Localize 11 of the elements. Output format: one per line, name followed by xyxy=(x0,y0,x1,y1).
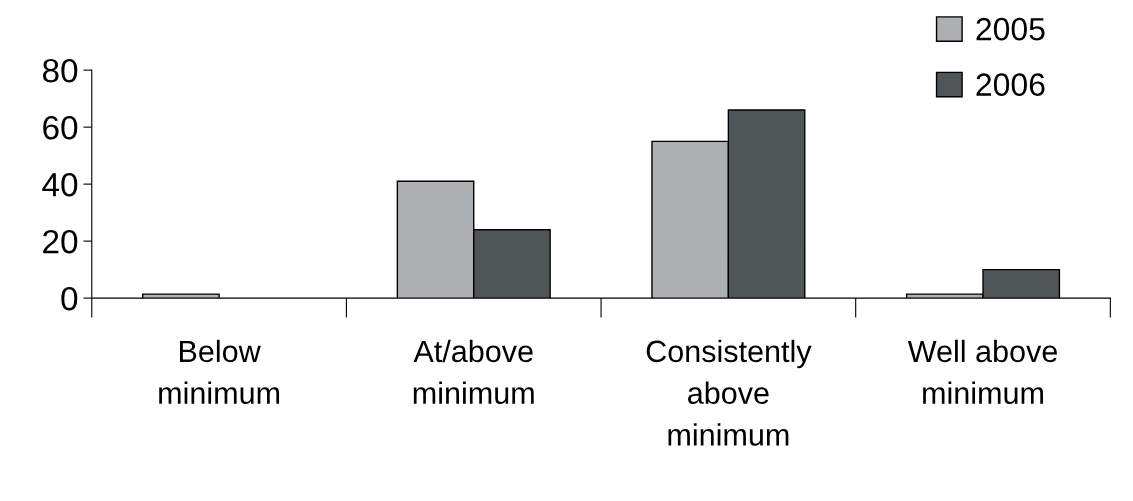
y-tick-label: 20 xyxy=(43,229,78,254)
y-tick-label: 40 xyxy=(42,172,78,197)
x-tick-label: Below minimum xyxy=(159,339,280,404)
legend-label: 2006 xyxy=(976,73,1045,96)
x-tick-label: At/above minimum xyxy=(413,339,534,404)
legend-label: 2005 xyxy=(976,17,1045,41)
x-tick-label: Consistently above minimum xyxy=(646,339,812,446)
x-tick-label: Well above minimum xyxy=(907,339,1057,404)
y-tick-label: 80 xyxy=(42,58,78,83)
y-tick-label: 0 xyxy=(61,286,78,311)
y-tick-label: 60 xyxy=(43,115,78,140)
